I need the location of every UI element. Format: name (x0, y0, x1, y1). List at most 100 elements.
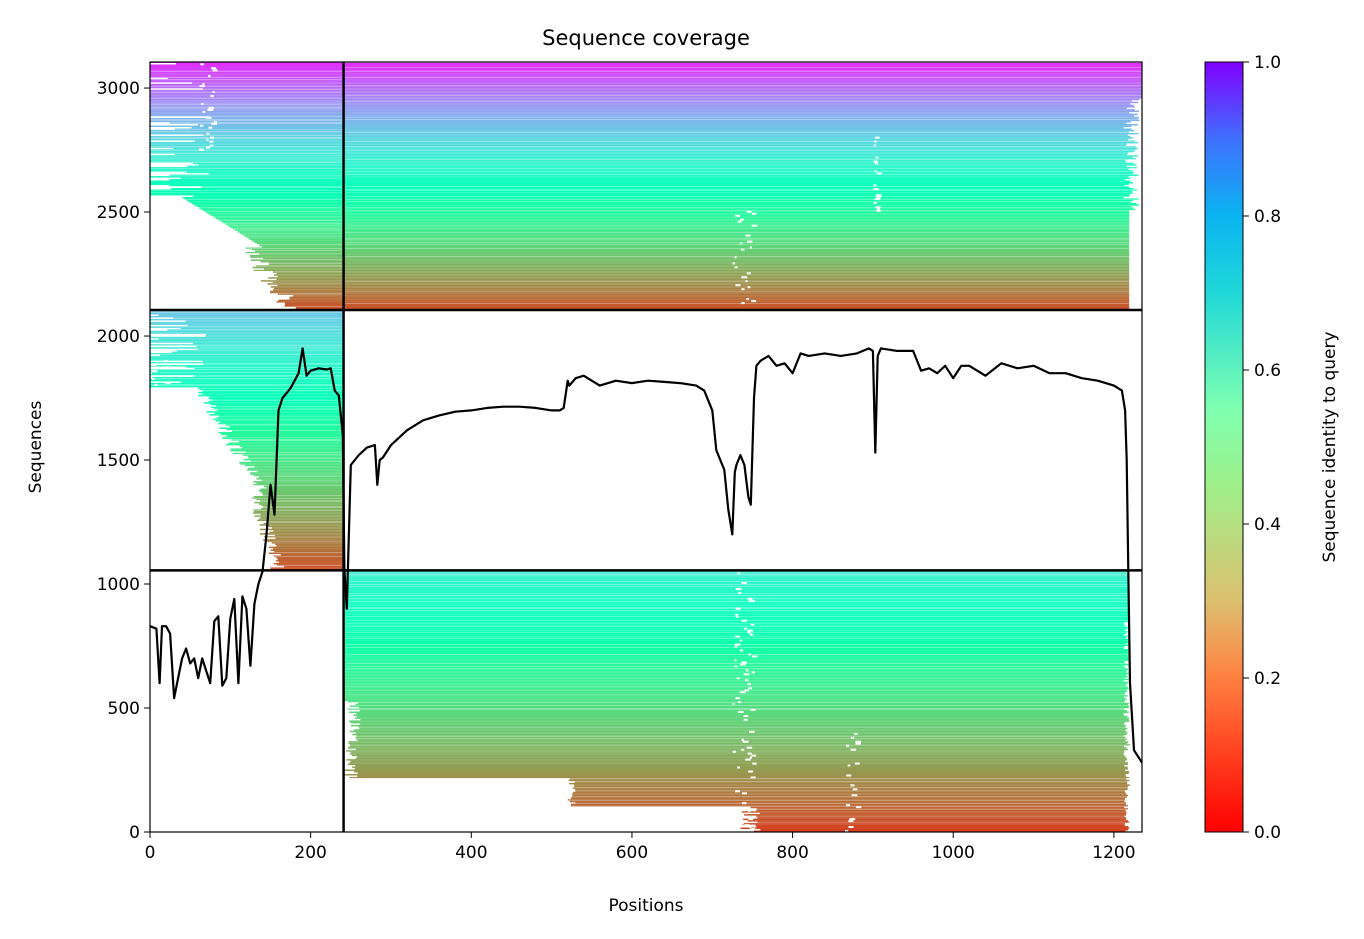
heatmap-row (150, 104, 344, 106)
heatmap-row (277, 564, 344, 566)
heatmap-gap (155, 445, 161, 448)
heatmap-row (167, 329, 344, 331)
heatmap-gap (743, 673, 750, 676)
heatmap-row (344, 680, 1124, 682)
heatmap-row (150, 138, 344, 141)
heatmap-row (150, 385, 344, 388)
heatmap-row (344, 222, 1130, 224)
heatmap-row (174, 153, 344, 155)
heatmap-row (221, 433, 344, 435)
heatmap-gap (855, 740, 862, 743)
heatmap-row (344, 216, 1130, 218)
heatmap-gap (160, 455, 164, 458)
heatmap-row (344, 663, 1129, 666)
heatmap-row (250, 259, 344, 261)
heatmap-row (344, 159, 1126, 162)
heatmap-row (344, 286, 1130, 288)
heatmap-row (150, 109, 344, 111)
heatmap-row (344, 573, 1130, 575)
heatmap-row (572, 793, 1127, 795)
heatmap-gap (157, 457, 163, 460)
heatmap-row (232, 228, 344, 230)
heatmap-row (204, 402, 344, 404)
heatmap-row (344, 79, 1142, 81)
heatmap-row (253, 509, 344, 511)
heatmap-row (256, 478, 344, 480)
heatmap-row (344, 125, 1132, 127)
heatmap-row (289, 296, 344, 299)
heatmap-gap (855, 806, 862, 809)
heatmap-row (150, 353, 344, 355)
heatmap-gap (735, 615, 739, 618)
heatmap-row (250, 460, 344, 462)
heatmap-row (187, 165, 344, 168)
heatmap-row (344, 225, 1130, 227)
heatmap-row (344, 257, 1130, 260)
heatmap-row (344, 188, 1134, 190)
heatmap-row (279, 561, 344, 563)
heatmap-gap (200, 63, 204, 66)
heatmap-row (150, 183, 344, 185)
heatmap-row (344, 275, 1130, 278)
heatmap-row (150, 107, 344, 109)
heatmap-row (150, 121, 344, 123)
heatmap-gap (167, 516, 170, 519)
heatmap-gap (850, 784, 855, 787)
heatmap-row (150, 137, 344, 139)
heatmap-gap (164, 552, 169, 555)
heatmap-row (199, 388, 344, 390)
heatmap-row (344, 657, 1130, 660)
heatmap-row (349, 745, 1125, 748)
heatmap-row (344, 95, 1142, 98)
heatmap-row (344, 240, 1130, 242)
heatmap-row (344, 652, 1129, 654)
heatmap-row (344, 74, 1142, 77)
heatmap-row (187, 324, 344, 327)
heatmap-gap (747, 631, 751, 634)
heatmap-gap (161, 427, 166, 430)
heatmap-row (356, 735, 1124, 737)
heatmap-row (217, 409, 344, 412)
heatmap-row (344, 80, 1142, 83)
heatmap-row (344, 249, 1130, 251)
heatmap-row (344, 76, 1142, 78)
heatmap-row (284, 305, 344, 307)
heatmap-row (222, 437, 344, 440)
heatmap-gap (873, 144, 876, 147)
heatmap-row (357, 775, 1127, 777)
heatmap-row (280, 554, 344, 556)
heatmap-row (344, 101, 1138, 104)
heatmap-row (350, 721, 1125, 724)
heatmap-row (208, 397, 344, 400)
heatmap-row (150, 95, 344, 98)
heatmap-gap (735, 790, 740, 793)
heatmap-gap (169, 481, 175, 484)
heatmap-row (206, 411, 344, 413)
heatmap-row (350, 760, 1126, 763)
heatmap-row (344, 106, 1135, 108)
heatmap-row (344, 235, 1130, 238)
heatmap-gap (734, 665, 738, 668)
heatmap-row (349, 705, 1130, 707)
heatmap-row (191, 127, 344, 129)
heatmap-row (344, 143, 1127, 145)
heatmap-row (251, 249, 344, 251)
heatmap-row (344, 231, 1130, 233)
heatmap-row (276, 557, 344, 559)
heatmap-row (344, 92, 1142, 95)
y-tick-label: 2000 (97, 327, 140, 347)
heatmap-row (252, 497, 344, 499)
heatmap-row (254, 241, 344, 243)
y-tick-label: 1000 (97, 575, 140, 595)
heatmap-row (344, 140, 1135, 142)
heatmap-row (344, 177, 1131, 180)
heatmap-row (150, 146, 344, 148)
x-tick-label: 400 (455, 843, 487, 863)
heatmap-row (355, 704, 1129, 706)
heatmap-gap (745, 280, 748, 283)
heatmap-row (344, 283, 1130, 285)
heatmap-row (189, 201, 344, 203)
heatmap-row (344, 250, 1130, 252)
heatmap-gap (738, 591, 742, 594)
heatmap-row (150, 180, 344, 182)
